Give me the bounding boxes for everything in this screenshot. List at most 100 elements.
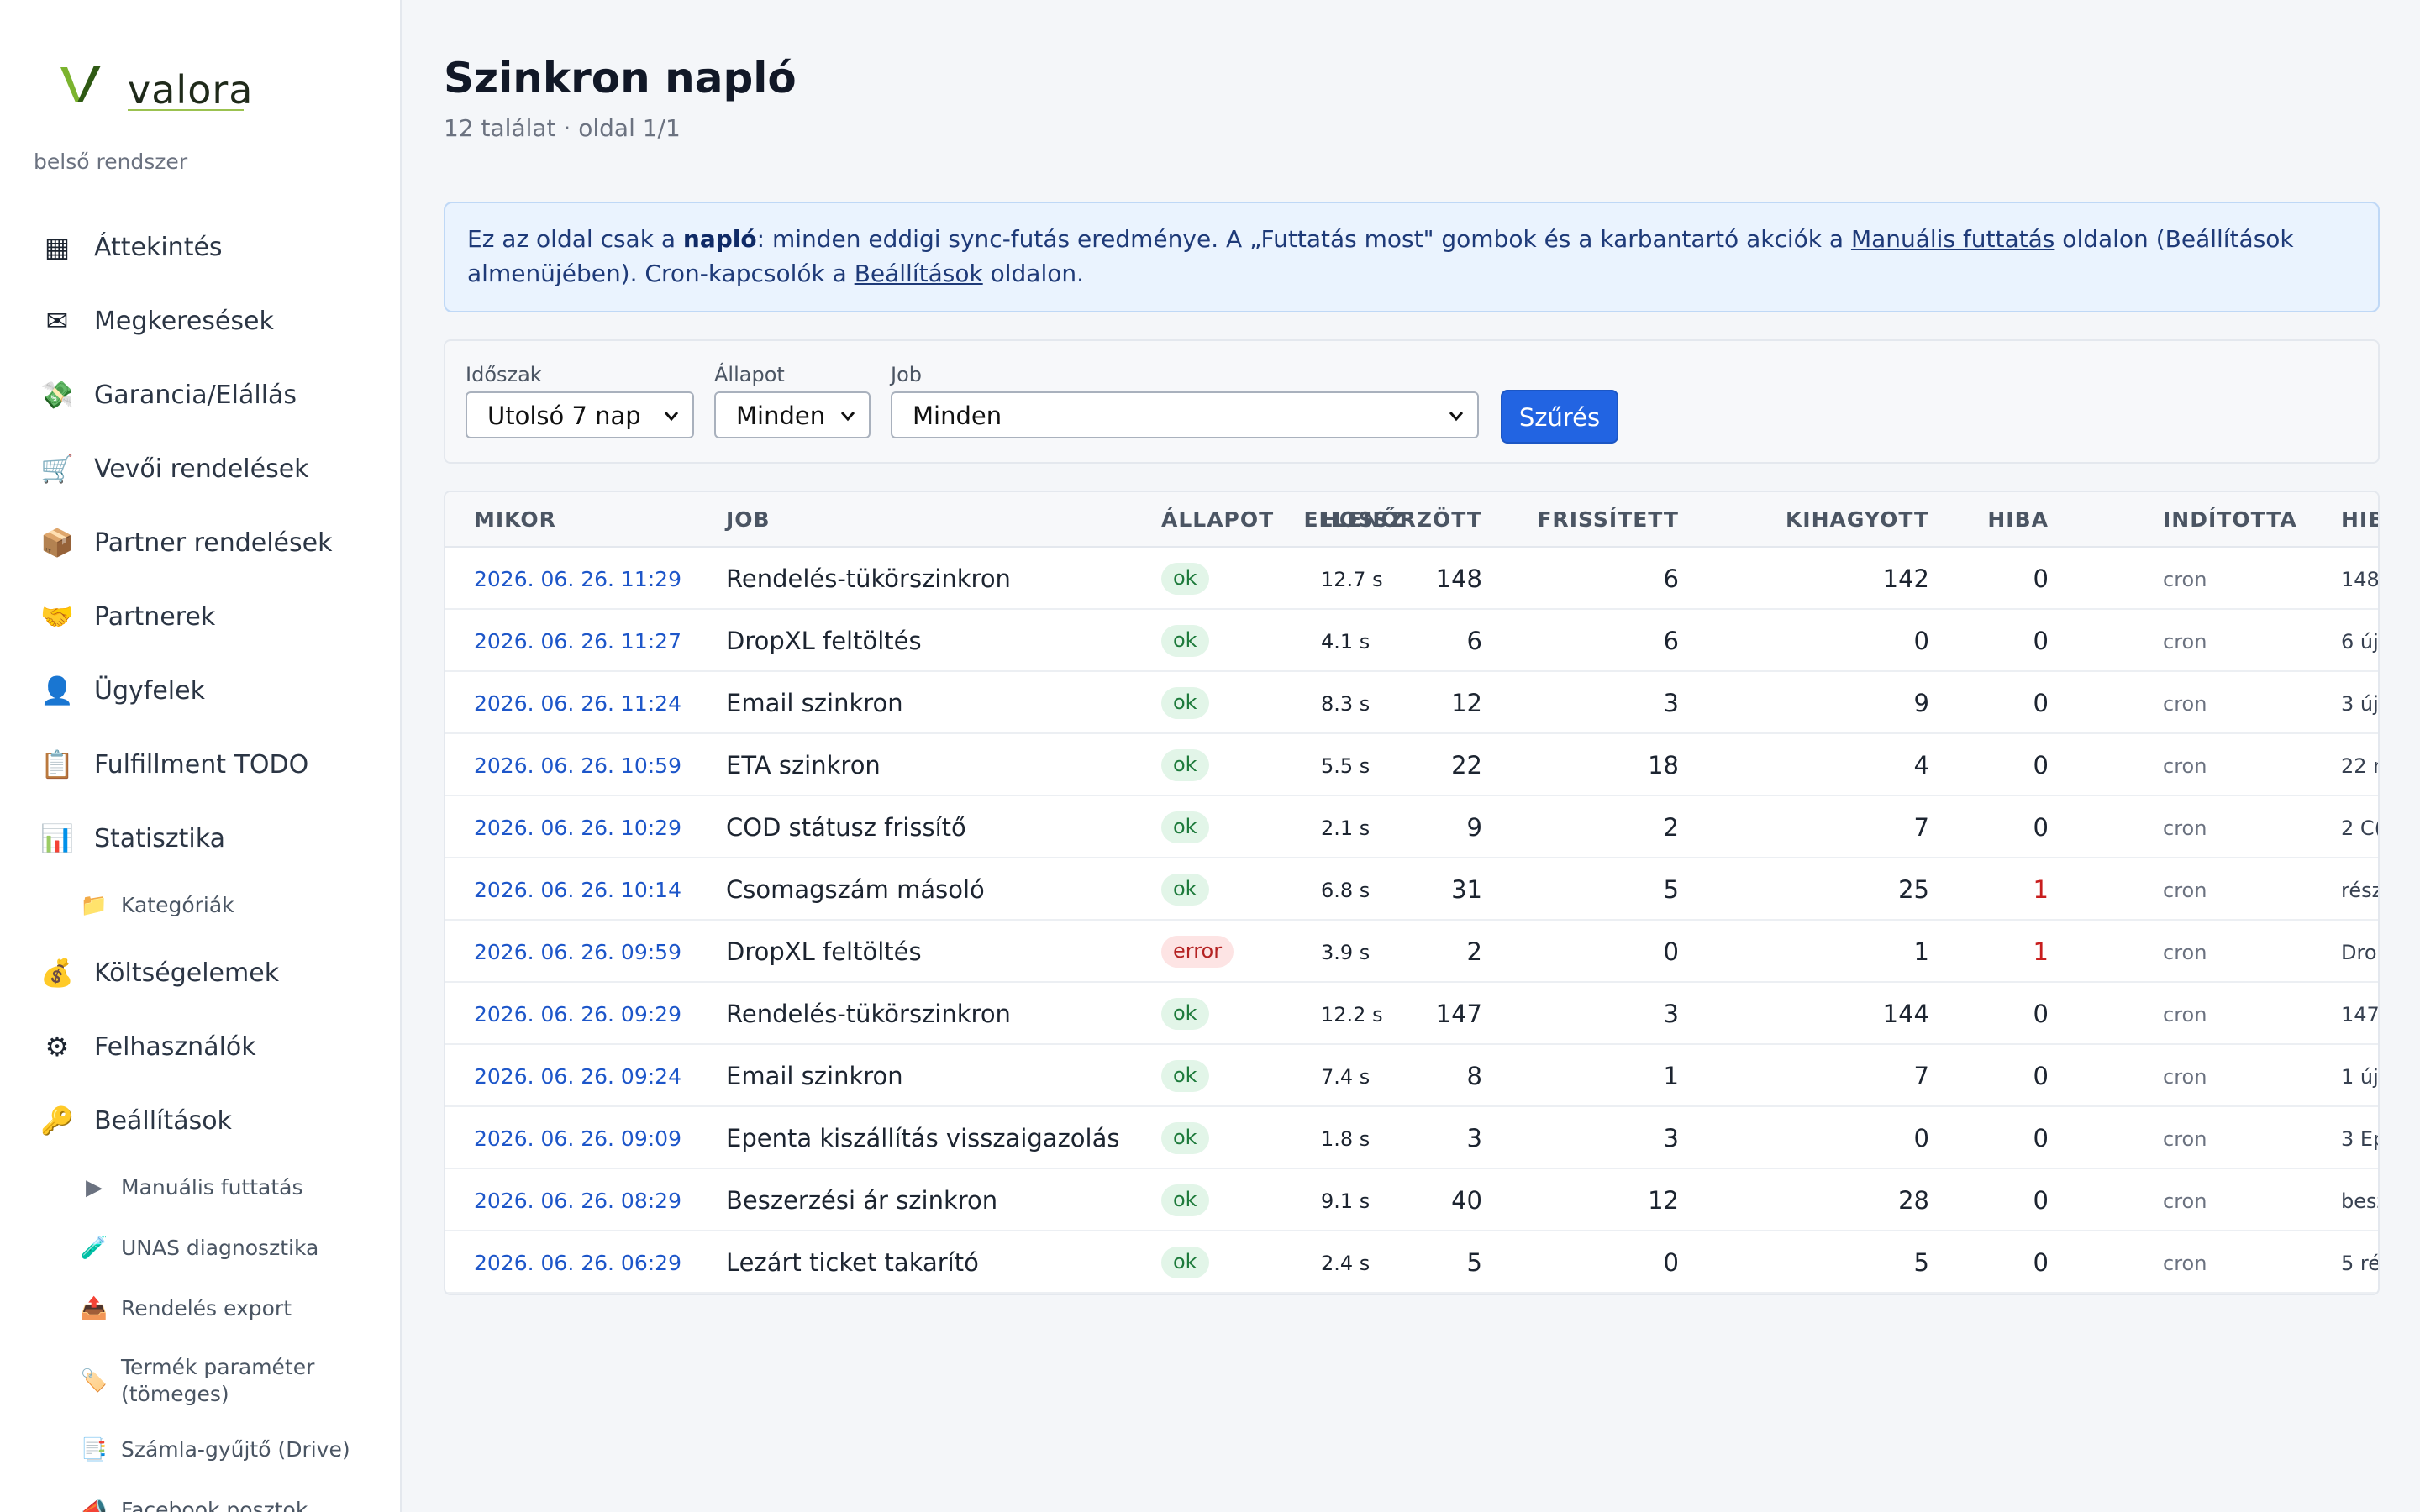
error-note: besz [2341, 1189, 2378, 1213]
run-time-link[interactable]: 2026. 06. 26. 09:29 [474, 1002, 681, 1026]
run-time-link[interactable]: 2026. 06. 26. 10:14 [474, 878, 681, 902]
errors-count: 0 [2033, 751, 2049, 780]
table-row[interactable]: 2026. 06. 26. 11:29 Rendelés-tükörszinkro… [445, 548, 2378, 610]
sidebar-item-ugyfelek[interactable]: 👤 Ügyfelek [0, 657, 400, 724]
col-job[interactable]: JOB [726, 507, 771, 532]
play-icon: ▶ [86, 1175, 103, 1200]
run-time-link[interactable]: 2026. 06. 26. 09:09 [474, 1126, 681, 1151]
col-skipped[interactable]: KIHAGYOTT [1785, 507, 1929, 532]
started-by: cron [2163, 879, 2207, 902]
table-row[interactable]: 2026. 06. 26. 09:09 Epenta kiszállítás vi… [445, 1107, 2378, 1169]
skipped-count: 28 [1898, 1186, 1929, 1215]
table-row[interactable]: 2026. 06. 26. 11:27 DropXL feltöltés ok 4.1… [445, 610, 2378, 672]
run-time-link[interactable]: 2026. 06. 26. 11:24 [474, 691, 681, 716]
job-select[interactable]: Minden [891, 391, 1479, 438]
errors-count: 0 [2033, 564, 2049, 593]
filter-submit-button[interactable]: Szűrés [1501, 390, 1618, 444]
run-time-link[interactable]: 2026. 06. 26. 10:59 [474, 753, 681, 778]
table-row[interactable]: 2026. 06. 26. 10:29 COD státusz frissítő o… [445, 796, 2378, 858]
col-length[interactable]: HOSSZ [1321, 507, 1406, 532]
checked-count: 40 [1451, 1186, 1482, 1215]
settings-link[interactable]: Beállítások [854, 260, 983, 287]
sidebar-item-facebook-posztok[interactable]: 📣 Facebook posztok [0, 1477, 400, 1512]
table-row[interactable]: 2026. 06. 26. 06:29 Lezárt ticket takarít… [445, 1231, 2378, 1294]
sidebar-item-garancia[interactable]: 💸 Garancia/Elállás [0, 361, 400, 428]
started-by: cron [2163, 1003, 2207, 1026]
checked-count: 147 [1435, 1000, 1482, 1028]
state-select[interactable]: Minden [714, 391, 871, 438]
table-row[interactable]: 2026. 06. 26. 09:29 Rendelés-tükörszinkro… [445, 983, 2380, 1045]
job-filter: Job Minden [891, 363, 1479, 438]
started-by: cron [2163, 1252, 2207, 1275]
brand-logo[interactable]: valora [50, 57, 252, 116]
run-time-link[interactable]: 2026. 06. 26. 06:29 [474, 1251, 681, 1275]
status-badge: ok [1161, 1122, 1209, 1154]
manual-run-link[interactable]: Manuális futtatás [1850, 225, 2055, 253]
sync-log-table: MIKOR JOB ÁLLAPOT HOSSZ ELLENŐRZÖTT FRIS… [444, 491, 2380, 1295]
megaphone-icon: 📣 [80, 1498, 108, 1512]
skipped-count: 142 [1882, 564, 1929, 593]
shopping-cart-icon: 🛒 [40, 453, 74, 485]
sidebar-item-megkeresesek[interactable]: ✉ Megkeresések [0, 287, 400, 354]
state-label: Állapot [714, 363, 785, 386]
started-by: cron [2163, 630, 2207, 654]
status-badge-text: ok [1161, 1060, 1209, 1092]
run-time-link[interactable]: 2026. 06. 26. 09:24 [474, 1064, 681, 1089]
run-time-link[interactable]: 2026. 06. 26. 10:29 [474, 816, 681, 840]
sidebar-item-label: Facebook posztok [121, 1498, 308, 1512]
run-time-link[interactable]: 2026. 06. 26. 09:59 [474, 940, 681, 964]
sidebar-item-fulfillment-todo[interactable]: 📋 Fulfillment TODO [0, 731, 400, 798]
started-by: cron [2163, 1189, 2207, 1213]
table-row[interactable]: 2026. 06. 26. 10:14 Csomagszám másoló ok 6.… [445, 858, 2378, 921]
updated-count: 2 [1663, 813, 1679, 842]
sidebar-item-statisztika[interactable]: 📊 Statisztika [0, 805, 400, 872]
sidebar-item-szamla-gyujto[interactable]: 📑 Számla-gyűjtő (Drive) [0, 1416, 400, 1483]
table-row[interactable]: 2026. 06. 26. 09:59 DropXL feltöltés error… [445, 921, 2378, 983]
sidebar-item-kategoriak[interactable]: 📁 Kategóriák [0, 872, 400, 939]
run-time-link[interactable]: 2026. 06. 26. 11:27 [474, 629, 681, 654]
started-by: cron [2163, 1127, 2207, 1151]
skipped-count: 4 [1913, 751, 1929, 780]
sidebar-item-attekintes[interactable]: ▦ Áttekintés [0, 213, 400, 281]
job-name: Email szinkron [726, 689, 903, 717]
sidebar-subtitle: belső rendszer [34, 150, 188, 174]
sidebar-item-beallitasok[interactable]: 🔑 Beállítások [0, 1087, 400, 1154]
col-state[interactable]: ÁLLAPOT [1161, 507, 1275, 532]
duration: 4.1 s [1321, 630, 1370, 654]
table-row[interactable]: 2026. 06. 26. 10:59 ETA szinkron ok 5.5 s 22… [445, 734, 2378, 796]
test-tube-icon: 🧪 [80, 1236, 108, 1261]
sidebar-item-termek-parameter[interactable]: 🏷️ Termék paraméter (tömeges) [0, 1347, 400, 1415]
col-checked[interactable]: ELLENŐRZÖTT [1303, 507, 1482, 532]
sidebar-item-partner-rendelesek[interactable]: 📦 Partner rendelések [0, 509, 400, 576]
run-time-link[interactable]: 2026. 06. 26. 08:29 [474, 1189, 681, 1213]
table-row[interactable]: 2026. 06. 26. 11:24 Email szinkron ok 8.3 s… [445, 672, 2378, 734]
filter-bar: Időszak Utolsó 7 nap Állapot Minden Job … [444, 339, 2380, 464]
table-row[interactable]: 2026. 06. 26. 08:29 Beszerzési ár szinkro… [445, 1169, 2378, 1231]
error-note: 3 Ep [2341, 1127, 2378, 1151]
sidebar-item-unas-diagnosztika[interactable]: 🧪 UNAS diagnosztika [0, 1215, 400, 1282]
sidebar-item-label: Garancia/Elállás [94, 380, 297, 410]
sidebar-item-vevoi-rendelesek[interactable]: 🛒 Vevői rendelések [0, 435, 400, 502]
col-when[interactable]: MIKOR [474, 507, 556, 532]
status-badge-text: ok [1161, 625, 1209, 657]
errors-count: 0 [2033, 1248, 2049, 1277]
col-note[interactable]: HIB [2341, 507, 2378, 532]
col-updated[interactable]: FRISSÍTETT [1537, 507, 1679, 532]
errors-count: 0 [2033, 1062, 2049, 1090]
col-started-by[interactable]: INDÍTOTTA [2163, 507, 2297, 532]
sidebar-item-manualis-futtatas[interactable]: ▶ Manuális futtatás [0, 1154, 400, 1221]
status-badge: ok [1161, 998, 1209, 1030]
outbox-tray-icon: 📤 [80, 1296, 108, 1321]
period-select[interactable]: Utolsó 7 nap [466, 391, 694, 438]
table-row[interactable]: 2026. 06. 26. 09:24 Email szinkron ok 7.4 s… [445, 1045, 2378, 1107]
status-badge-text: ok [1161, 563, 1209, 595]
run-time-link[interactable]: 2026. 06. 26. 11:29 [474, 567, 681, 591]
sidebar-item-koltsegelemek[interactable]: 💰 Költségelemek [0, 939, 400, 1006]
skipped-count: 0 [1913, 1124, 1929, 1152]
sidebar: valora belső rendszer ▦ Áttekintés ✉ Meg… [0, 0, 402, 1512]
sidebar-item-rendeles-export[interactable]: 📤 Rendelés export [0, 1275, 400, 1342]
col-errors[interactable]: HIBA [1987, 507, 2049, 532]
sidebar-item-felhasznalok[interactable]: ⚙ Felhasználók [0, 1013, 400, 1080]
sidebar-item-partnerek[interactable]: 🤝 Partnerek [0, 583, 400, 650]
error-note: 147 [2341, 1003, 2380, 1026]
